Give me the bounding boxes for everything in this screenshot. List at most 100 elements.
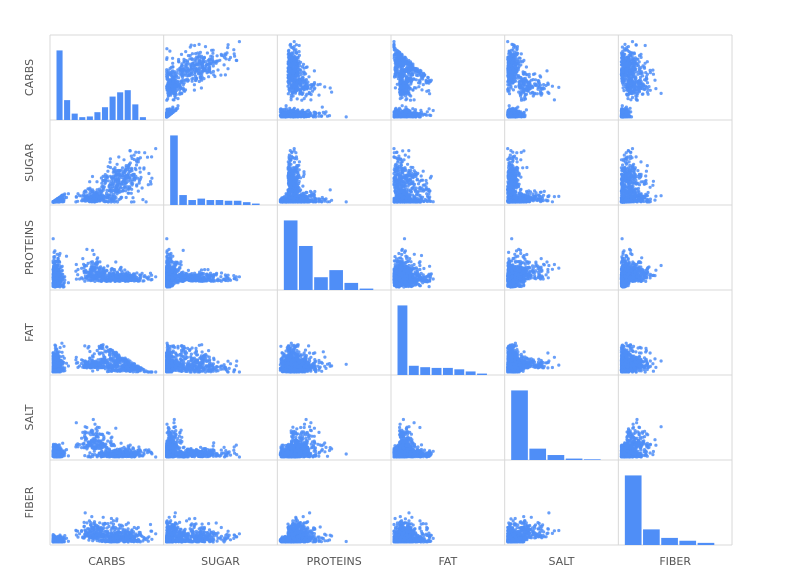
data-point — [542, 83, 546, 87]
data-point — [171, 106, 175, 110]
data-point — [232, 52, 236, 56]
data-point — [312, 69, 316, 73]
data-point — [185, 74, 189, 78]
data-point — [306, 85, 310, 89]
data-point — [408, 86, 412, 90]
data-point — [515, 45, 520, 49]
data-point — [166, 97, 170, 101]
data-point — [557, 85, 561, 89]
data-point — [428, 113, 432, 117]
data-point — [184, 50, 188, 54]
data-point — [317, 114, 321, 118]
histogram-bar — [109, 96, 116, 120]
data-point — [171, 56, 175, 60]
data-point — [115, 184, 119, 188]
data-point — [629, 72, 634, 76]
data-point — [207, 70, 212, 74]
data-point — [130, 183, 134, 187]
data-point — [320, 105, 324, 109]
data-point — [170, 91, 174, 95]
data-point — [74, 195, 78, 199]
data-point — [141, 198, 145, 202]
data-point — [107, 185, 111, 189]
data-point — [395, 52, 399, 56]
data-point — [541, 86, 545, 90]
data-point — [300, 65, 305, 69]
data-point — [212, 73, 216, 77]
data-point — [135, 184, 139, 188]
data-point — [134, 150, 138, 154]
data-point — [523, 76, 527, 80]
data-point — [522, 58, 526, 63]
data-point — [637, 70, 641, 74]
data-point — [112, 182, 116, 186]
data-point — [394, 62, 398, 66]
data-point — [642, 65, 646, 69]
data-point — [202, 56, 206, 60]
data-point — [193, 72, 197, 76]
data-point — [167, 79, 172, 83]
data-point — [405, 76, 409, 80]
data-point — [519, 52, 523, 56]
histogram-bar — [79, 117, 86, 120]
data-point — [219, 73, 223, 77]
data-point — [398, 60, 402, 64]
data-point — [176, 106, 180, 110]
data-point — [620, 110, 624, 114]
data-point — [183, 88, 188, 92]
data-point — [66, 192, 70, 196]
data-point — [405, 83, 410, 88]
data-point — [108, 160, 112, 164]
data-point — [522, 98, 526, 102]
data-point — [298, 90, 302, 94]
data-point — [190, 79, 194, 83]
data-point — [193, 60, 197, 64]
data-point — [191, 76, 195, 80]
data-point — [623, 115, 627, 119]
data-point — [397, 106, 402, 110]
data-point — [550, 84, 555, 88]
data-point — [518, 86, 523, 90]
data-point — [629, 52, 633, 56]
data-point — [206, 62, 210, 66]
data-point — [192, 67, 196, 71]
data-point — [628, 106, 632, 110]
data-point — [630, 68, 634, 72]
data-point — [293, 68, 297, 72]
data-point — [623, 42, 627, 47]
data-point — [129, 154, 133, 158]
data-point — [57, 197, 61, 201]
data-point — [524, 65, 529, 69]
data-point — [405, 65, 409, 70]
histogram-bar — [64, 100, 71, 120]
data-point — [181, 68, 185, 72]
data-point — [401, 56, 406, 60]
data-point — [63, 192, 67, 196]
data-point — [90, 174, 95, 179]
data-point — [99, 198, 104, 202]
data-point — [112, 196, 117, 200]
data-point — [643, 43, 647, 48]
data-point — [292, 106, 296, 110]
data-point — [219, 53, 224, 58]
data-point — [426, 76, 430, 80]
data-point — [392, 43, 396, 47]
data-point — [84, 196, 88, 200]
data-point — [140, 186, 144, 190]
data-point — [171, 61, 175, 65]
data-point — [404, 91, 408, 95]
data-point — [297, 43, 301, 48]
data-point — [120, 166, 125, 170]
data-point — [129, 200, 134, 204]
histogram-bar — [94, 112, 101, 120]
data-point — [394, 68, 398, 72]
data-point — [145, 155, 150, 159]
data-point — [546, 82, 550, 86]
data-point — [297, 53, 301, 58]
data-point — [525, 86, 529, 90]
data-point — [132, 174, 136, 179]
data-point — [131, 196, 135, 200]
data-point — [104, 193, 108, 197]
data-point — [507, 104, 511, 108]
